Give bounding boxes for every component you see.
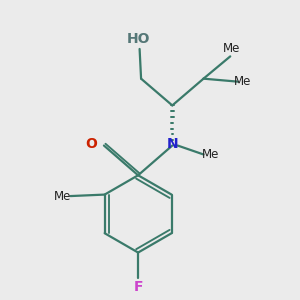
- Text: N: N: [167, 137, 178, 151]
- Text: Me: Me: [53, 190, 71, 202]
- Text: Me: Me: [233, 75, 251, 88]
- Text: Me: Me: [223, 42, 240, 56]
- Text: HO: HO: [126, 32, 150, 46]
- Text: O: O: [85, 137, 98, 151]
- Text: Me: Me: [202, 148, 220, 161]
- Text: F: F: [134, 280, 143, 294]
